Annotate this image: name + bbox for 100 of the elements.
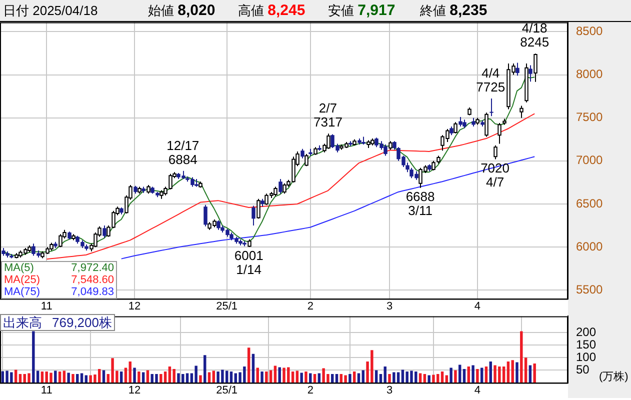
bar xyxy=(138,371,140,383)
annotation: 2/7 7317 xyxy=(314,100,342,130)
bar xyxy=(72,374,74,383)
bar xyxy=(14,370,18,383)
bar xyxy=(396,372,400,383)
annotation: 7,972.40 xyxy=(71,262,114,274)
candlestick xyxy=(516,62,520,76)
chart-title: 出来高 769,200株 xyxy=(3,315,112,330)
bar xyxy=(458,364,462,383)
bar xyxy=(142,372,145,383)
bar xyxy=(172,368,176,383)
bar xyxy=(62,370,66,383)
x-tick-label: 3 xyxy=(386,300,393,312)
x-tick-label: 4 xyxy=(474,300,480,312)
bar xyxy=(128,361,132,383)
bar xyxy=(506,361,510,383)
candlestick xyxy=(458,116,462,127)
x-tick-label: 11 xyxy=(40,300,52,312)
y-tick-label: 7000 xyxy=(576,153,604,168)
bar xyxy=(502,366,506,383)
bar xyxy=(247,348,250,383)
bar xyxy=(256,368,259,383)
annotation: 4/4 7725 xyxy=(476,66,506,95)
y-tick-label: 50 xyxy=(576,362,590,377)
series-label: MA(25) xyxy=(4,274,40,286)
bar xyxy=(450,368,452,383)
bar xyxy=(278,367,281,383)
bar xyxy=(476,368,479,383)
bar xyxy=(489,361,492,383)
bar xyxy=(146,370,150,383)
bar xyxy=(32,331,35,383)
bar xyxy=(511,360,514,383)
x-tick-label: 11 xyxy=(40,384,52,396)
bar xyxy=(300,372,303,383)
bar xyxy=(260,371,264,383)
bar xyxy=(160,374,162,383)
bar xyxy=(362,370,364,383)
bar xyxy=(296,370,299,383)
annotation: 4/18 8245 xyxy=(520,20,550,50)
text: 始値 8,020 xyxy=(148,1,216,21)
bar xyxy=(388,374,391,383)
candlestick xyxy=(528,64,532,82)
y-tick-label: 6000 xyxy=(576,239,604,254)
bar xyxy=(28,373,30,383)
annotation: 6001 1/14 xyxy=(234,248,264,278)
candlestick xyxy=(490,98,494,117)
x-tick-label: 25/1 xyxy=(216,300,238,312)
bar xyxy=(212,370,216,383)
bar xyxy=(168,366,172,383)
y-tick-label: 100 xyxy=(576,350,596,364)
bar xyxy=(124,368,128,383)
bar xyxy=(428,375,430,383)
bar xyxy=(374,370,378,383)
y-tick-label: 8500 xyxy=(576,24,604,38)
bar xyxy=(208,372,211,383)
x-tick-label: 2 xyxy=(307,384,314,396)
x-tick-label: 12 xyxy=(128,300,141,312)
bar xyxy=(274,366,277,383)
candlestick xyxy=(300,148,304,159)
bar xyxy=(516,362,518,383)
bar xyxy=(480,368,484,383)
bar xyxy=(392,372,396,383)
bar xyxy=(54,370,57,383)
candlestick xyxy=(102,225,106,238)
candlestick xyxy=(384,144,388,156)
x-tick-label: 3 xyxy=(386,384,393,396)
x-tick-label: 12 xyxy=(128,384,141,396)
annotation: 6688 3/11 xyxy=(406,188,435,218)
bar xyxy=(348,374,352,383)
bar xyxy=(467,366,470,383)
text: MA(75) xyxy=(4,286,40,298)
bar xyxy=(269,370,272,383)
bar xyxy=(225,370,228,383)
bar xyxy=(533,363,536,383)
annotation: 7,049.83 xyxy=(71,286,114,298)
bar xyxy=(454,370,457,383)
bar xyxy=(177,373,180,383)
series-label: MA(5) xyxy=(4,262,34,274)
text: 終値 8,235 xyxy=(420,1,488,21)
bar xyxy=(344,375,347,383)
bar xyxy=(265,371,268,383)
bar xyxy=(199,375,202,383)
annotation: 7,548.60 xyxy=(71,274,114,286)
chart-title: 日付 2025/04/18 xyxy=(3,2,98,20)
y-tick-label: 6500 xyxy=(576,196,604,210)
y-tick-label: 150 xyxy=(576,337,596,352)
bar xyxy=(384,366,386,383)
y-axis-title: (万株) xyxy=(599,370,628,384)
bar xyxy=(520,331,523,383)
text: 安値 7,917 xyxy=(328,1,396,21)
x-tick-label: 4 xyxy=(474,384,480,396)
bar xyxy=(432,374,435,383)
annotation: 12/17 6884 xyxy=(166,138,200,168)
bar xyxy=(67,372,70,383)
bar xyxy=(252,354,255,383)
bar xyxy=(528,365,532,383)
bar xyxy=(204,355,206,383)
candlestick xyxy=(204,204,208,227)
y-tick-label: 200 xyxy=(576,324,596,339)
bar xyxy=(102,370,106,383)
